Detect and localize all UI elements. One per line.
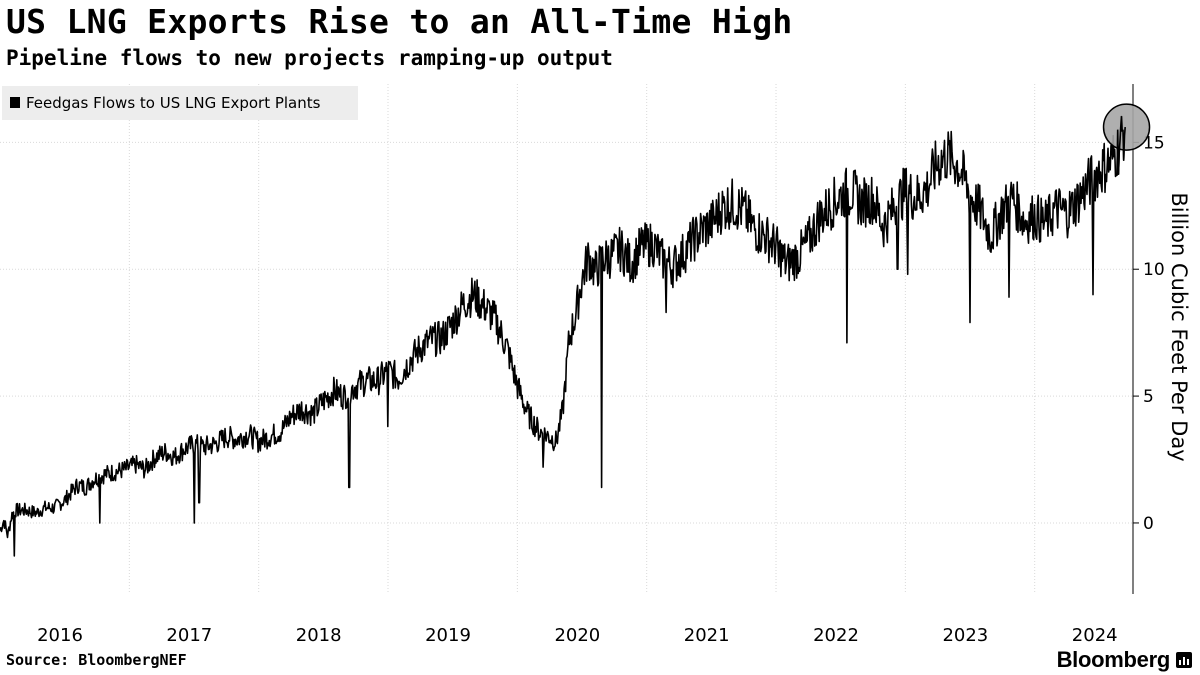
bloomberg-terminal-icon xyxy=(1176,652,1192,668)
x-tick-label: 2016 xyxy=(37,625,83,646)
all-time-high-marker xyxy=(1102,103,1151,151)
x-tick-label: 2019 xyxy=(425,625,471,646)
source-note: Source: BloombergNEF xyxy=(6,651,187,669)
y-axis-label: Billion Cubic Feet Per Day xyxy=(1167,192,1191,461)
x-tick-label: 2021 xyxy=(684,625,730,646)
series-line-tip xyxy=(1116,116,1126,176)
legend-background xyxy=(2,86,358,120)
brand-name: Bloomberg xyxy=(1056,647,1171,672)
x-tick-label: 2023 xyxy=(942,625,988,646)
x-tick-label: 2022 xyxy=(813,625,859,646)
x-tick-label: 2020 xyxy=(554,625,600,646)
brand-logo: Bloomberg xyxy=(1057,647,1192,673)
chart-title: US LNG Exports Rise to an All-Time High xyxy=(6,2,793,41)
series-line-feedgas-flows xyxy=(0,115,1126,557)
chart-subtitle: Pipeline flows to new projects ramping-u… xyxy=(6,46,613,70)
y-tick-label: 15 xyxy=(1143,133,1165,153)
x-tick-label: 2018 xyxy=(296,625,342,646)
y-tick-label: 5 xyxy=(1143,387,1154,407)
x-tick-label: 2017 xyxy=(166,625,212,646)
x-tick-label: 2024 xyxy=(1072,625,1118,646)
legend-label: Feedgas Flows to US LNG Export Plants xyxy=(26,94,321,112)
y-tick-label: 10 xyxy=(1143,260,1165,280)
legend: Feedgas Flows to US LNG Export Plants xyxy=(2,86,358,120)
y-tick-label: 0 xyxy=(1143,514,1154,534)
legend-swatch xyxy=(10,97,20,108)
